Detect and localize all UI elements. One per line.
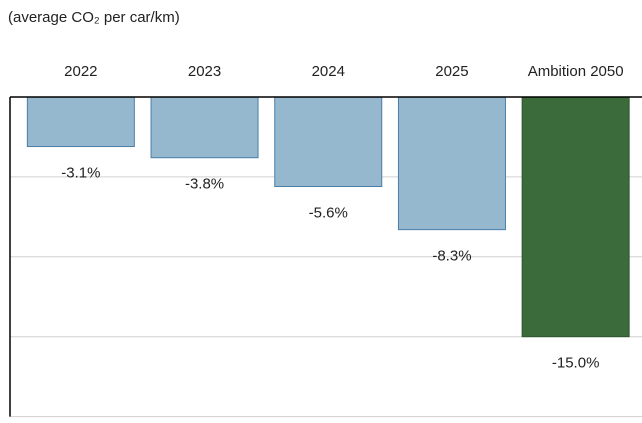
x-tick-label: 2025 bbox=[435, 63, 468, 80]
data-label: -15.0% bbox=[552, 355, 600, 372]
bar bbox=[521, 96, 630, 338]
bar bbox=[274, 96, 383, 187]
x-tick-label: Ambition 2050 bbox=[528, 63, 624, 80]
bar bbox=[397, 96, 506, 231]
x-tick-label: 2022 bbox=[64, 63, 97, 80]
bar bbox=[26, 96, 135, 148]
chart-subtitle: (average CO₂ per car/km) bbox=[8, 9, 180, 26]
bar bbox=[150, 96, 259, 159]
data-label: -5.6% bbox=[309, 204, 348, 221]
data-label: -3.8% bbox=[185, 176, 224, 193]
x-tick-label: 2024 bbox=[312, 63, 345, 80]
x-tick-label: 2023 bbox=[188, 63, 221, 80]
data-label: -8.3% bbox=[432, 248, 471, 265]
data-label: -3.1% bbox=[61, 165, 100, 182]
